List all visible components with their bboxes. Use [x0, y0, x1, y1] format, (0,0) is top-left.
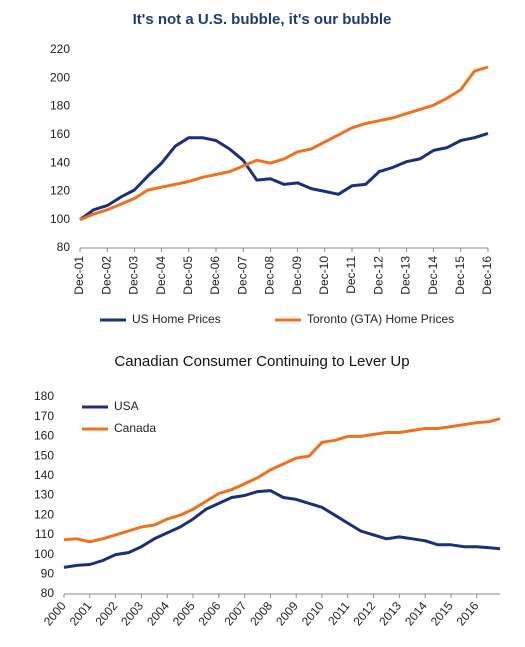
x-tick-label: 2005 — [170, 599, 198, 629]
legend-label: US Home Prices — [132, 312, 221, 326]
x-tick-label: Dec-11 — [344, 256, 358, 294]
y-tick-label: 200 — [50, 70, 70, 84]
series-line — [63, 417, 501, 544]
y-tick-label: 160 — [50, 127, 70, 141]
y-tick-label: 100 — [50, 212, 70, 226]
chart-title: It's not a U.S. bubble, it's our bubble — [133, 11, 392, 28]
y-tick-label: 130 — [34, 488, 54, 502]
x-tick-label: 2006 — [196, 599, 224, 629]
y-tick-label: 220 — [50, 42, 70, 56]
x-tick-label: Dec-04 — [154, 256, 168, 295]
x-tick-label: Dec-09 — [290, 256, 304, 295]
x-tick-label: Dec-06 — [208, 256, 222, 295]
x-tick-label: 2001 — [67, 599, 95, 629]
x-tick-label: Dec-03 — [127, 256, 141, 295]
y-tick-label: 120 — [34, 507, 54, 521]
x-tick-label: 2014 — [402, 599, 430, 629]
x-tick-label: 2016 — [454, 599, 482, 629]
x-tick-label: 2015 — [428, 599, 456, 629]
x-tick-label: Dec-14 — [426, 256, 440, 295]
x-tick-label: 2009 — [273, 599, 301, 629]
x-tick-label: Dec-01 — [72, 256, 86, 295]
x-tick-label: Dec-15 — [453, 256, 467, 295]
legend-label: Canada — [114, 421, 156, 435]
y-tick-label: 140 — [34, 468, 54, 482]
x-tick-label: Dec-10 — [317, 256, 331, 295]
x-tick-label: Dec-08 — [263, 256, 277, 295]
y-tick-label: 160 — [34, 429, 54, 443]
y-tick-label: 110 — [35, 527, 54, 541]
x-tick-label: 2013 — [376, 599, 404, 629]
x-tick-label: Dec-05 — [181, 256, 195, 295]
y-tick-label: 150 — [34, 448, 54, 462]
x-tick-label: 2008 — [247, 599, 275, 629]
y-tick-label: 80 — [41, 586, 55, 600]
y-tick-label: 170 — [34, 409, 54, 423]
series-line — [79, 65, 489, 222]
x-tick-label: Dec-16 — [480, 256, 494, 295]
series-line — [63, 489, 501, 569]
x-tick-label: Dec-02 — [99, 256, 113, 295]
y-tick-label: 180 — [34, 389, 54, 403]
legend-label: Toronto (GTA) Home Prices — [307, 312, 454, 326]
y-tick-label: 120 — [50, 184, 70, 198]
x-tick-label: 2007 — [221, 599, 249, 629]
y-tick-label: 180 — [50, 99, 70, 113]
x-tick-label: 2010 — [299, 599, 327, 629]
legend-label: USA — [114, 399, 139, 413]
y-tick-label: 140 — [50, 155, 70, 169]
x-tick-label: Dec-13 — [399, 256, 413, 295]
x-tick-label: 2011 — [325, 599, 353, 628]
x-tick-label: 2000 — [41, 599, 69, 629]
x-tick-label: 2004 — [144, 599, 172, 629]
series-line — [79, 131, 489, 221]
x-tick-label: 2003 — [118, 599, 146, 629]
y-tick-label: 80 — [57, 240, 71, 254]
x-tick-label: Dec-07 — [235, 256, 249, 295]
x-tick-label: 2002 — [92, 599, 120, 629]
x-tick-label: Dec-12 — [371, 256, 385, 295]
y-tick-label: 90 — [41, 566, 55, 580]
y-tick-label: 100 — [34, 547, 54, 561]
x-tick-label: 2012 — [350, 599, 378, 629]
chart-title: Canadian Consumer Continuing to Lever Up — [114, 353, 409, 370]
